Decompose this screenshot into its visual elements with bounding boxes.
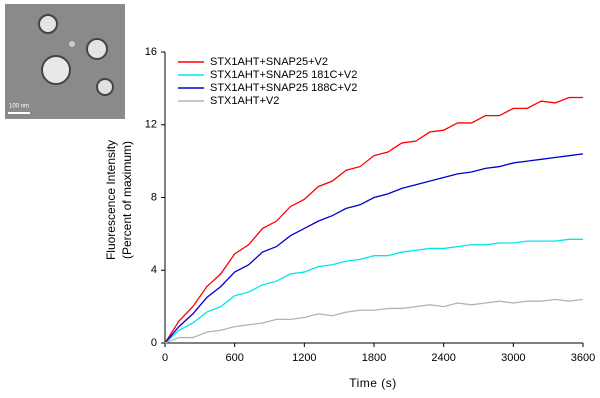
y-tick-label: 12 bbox=[145, 119, 157, 131]
data-line bbox=[164, 298, 584, 344]
x-tick-label: 0 bbox=[162, 352, 168, 364]
legend-label: STX1AHT+SNAP25 188C+V2 bbox=[210, 82, 357, 94]
x-tick-label: 1800 bbox=[362, 352, 386, 364]
data-line bbox=[164, 153, 584, 344]
y-tick-label: 4 bbox=[151, 264, 157, 276]
legend-label: STX1AHT+SNAP25+V2 bbox=[210, 56, 328, 68]
y-tick-label: 8 bbox=[151, 191, 157, 203]
y-tick-label: 16 bbox=[145, 46, 157, 58]
y-tick-label: 0 bbox=[151, 337, 157, 349]
data-line bbox=[164, 96, 583, 344]
legend-label: STX1AHT+SNAP25 181C+V2 bbox=[210, 69, 357, 81]
scale-label: 100 nm bbox=[9, 104, 29, 110]
legend-label: STX1AHT+V2 bbox=[210, 95, 279, 107]
x-tick-label: 3000 bbox=[501, 352, 525, 364]
x-axis-label: Time (s) bbox=[349, 376, 397, 390]
data-line bbox=[164, 238, 583, 344]
x-tick-label: 3600 bbox=[571, 352, 595, 364]
y-axis-label: (Percent of maximum) bbox=[120, 141, 134, 259]
y-axis-label: Fluorescence Intensity bbox=[104, 140, 118, 260]
x-tick-label: 600 bbox=[225, 352, 243, 364]
x-tick-label: 1200 bbox=[292, 352, 316, 364]
x-tick-label: 2400 bbox=[431, 352, 455, 364]
inset-micrograph: 100 nm bbox=[5, 4, 125, 119]
